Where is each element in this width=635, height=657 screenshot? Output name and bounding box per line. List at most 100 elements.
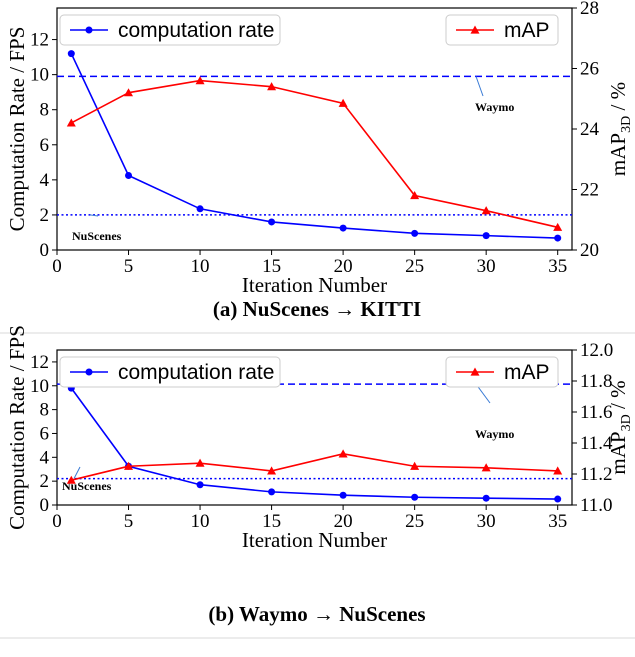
annotation-pointer-nuscenes bbox=[73, 466, 81, 479]
data-point-map bbox=[481, 463, 491, 472]
data-point-computation-rate bbox=[411, 229, 419, 237]
annotation-pointer-nuscenes bbox=[89, 214, 99, 217]
data-point-computation-rate bbox=[268, 218, 276, 226]
series-line-map bbox=[71, 453, 558, 481]
y-tick-label: 4 bbox=[40, 170, 50, 191]
data-point-map bbox=[481, 206, 491, 215]
y-tick-label: 10 bbox=[30, 376, 49, 397]
y2-tick-label: 11.2 bbox=[580, 464, 613, 485]
y2-tick-label: 11.8 bbox=[580, 371, 613, 392]
chart-panel-a: 0 5 10 15 20 25 30 350246810122022242628Iterati… bbox=[0, 0, 635, 334]
data-point-computation-rate bbox=[482, 232, 490, 240]
x-tick-label: 5 bbox=[124, 256, 134, 277]
x-tick-label: 10 bbox=[191, 256, 210, 277]
y2-tick-label: 22 bbox=[580, 180, 599, 201]
x-tick-label: 35 bbox=[548, 511, 567, 532]
y2-axis-label: mAP3D / % bbox=[606, 82, 634, 176]
x-axis-label: Iteration Number bbox=[242, 273, 387, 297]
data-point-map bbox=[195, 76, 205, 85]
data-point-computation-rate bbox=[482, 494, 490, 502]
figure-caption: (a) NuScenes → KITTI bbox=[213, 297, 421, 321]
annotation-waymo: Waymo bbox=[475, 100, 514, 114]
y-tick-label: 6 bbox=[40, 135, 50, 156]
x-tick-label: 35 bbox=[548, 256, 567, 277]
x-tick-label: 5 bbox=[124, 511, 134, 532]
data-point-map bbox=[124, 88, 134, 97]
data-point-map bbox=[338, 449, 348, 458]
y-tick-label: 8 bbox=[40, 400, 50, 421]
x-tick-label: 30 bbox=[477, 511, 496, 532]
x-tick-label: 0 bbox=[52, 511, 62, 532]
legend-box bbox=[445, 356, 559, 388]
series-line-computation-rate bbox=[70, 387, 558, 500]
data-point-map bbox=[553, 466, 563, 475]
y-tick-label: 6 bbox=[40, 423, 50, 444]
figure-caption: (b) Waymo → NuScenes bbox=[208, 602, 425, 626]
data-point-map bbox=[410, 191, 420, 200]
data-point-computation-rate bbox=[196, 205, 204, 213]
data-point-map bbox=[338, 98, 348, 107]
legend-box bbox=[59, 356, 281, 388]
legend-label: mAP bbox=[504, 19, 550, 42]
data-point-computation-rate bbox=[554, 495, 562, 503]
data-point-map bbox=[124, 461, 134, 470]
x-tick-label: 30 bbox=[477, 256, 496, 277]
legend-marker bbox=[470, 25, 480, 34]
y2-tick-label: 26 bbox=[580, 59, 599, 80]
legend-computation-rate: computation rate bbox=[59, 356, 281, 388]
annotation-pointer-waymo bbox=[475, 76, 484, 97]
x-tick-label: 10 bbox=[191, 511, 210, 532]
data-point-computation-rate bbox=[196, 481, 204, 489]
y2-tick-label: 20 bbox=[580, 240, 599, 261]
legend-label: computation rate bbox=[118, 361, 274, 384]
data-point-computation-rate bbox=[554, 234, 562, 242]
plot-frame bbox=[56, 349, 573, 506]
y-tick-label: 0 bbox=[40, 240, 50, 261]
y-tick-label: 12 bbox=[30, 352, 49, 373]
y2-tick-label: 28 bbox=[580, 0, 599, 19]
y2-tick-label: 24 bbox=[580, 119, 600, 140]
data-point-map bbox=[66, 475, 76, 484]
legend-computation-rate: computation rate bbox=[59, 14, 281, 46]
y-tick-label: 2 bbox=[40, 471, 50, 492]
x-tick-label: 20 bbox=[334, 256, 353, 277]
legend-box bbox=[445, 14, 559, 46]
x-tick-label: 20 bbox=[334, 511, 353, 532]
y-axis-label: Computation Rate / FPS bbox=[5, 325, 29, 530]
legend-marker bbox=[470, 367, 480, 376]
legend-label: mAP bbox=[504, 361, 550, 384]
y-tick-label: 12 bbox=[30, 30, 49, 51]
y-axis-label: Computation Rate / FPS bbox=[5, 27, 29, 232]
series-line-computation-rate bbox=[70, 53, 558, 239]
data-point-computation-rate bbox=[411, 493, 419, 501]
data-point-map bbox=[553, 222, 563, 231]
annotation-nuscenes: NuScenes bbox=[72, 229, 122, 243]
x-tick-label: 25 bbox=[405, 256, 424, 277]
data-point-computation-rate bbox=[268, 488, 276, 496]
legend-label: computation rate bbox=[118, 19, 274, 42]
x-tick-label: 15 bbox=[262, 511, 281, 532]
data-point-map bbox=[267, 82, 277, 91]
series-line-map bbox=[70, 79, 558, 229]
legend-marker bbox=[85, 368, 93, 376]
y2-tick-label: 11.4 bbox=[580, 433, 613, 454]
data-point-map bbox=[267, 466, 277, 475]
x-tick-label: 25 bbox=[405, 511, 424, 532]
y-tick-label: 0 bbox=[40, 495, 50, 516]
data-point-computation-rate bbox=[339, 491, 347, 499]
y-tick-label: 8 bbox=[40, 100, 50, 121]
data-point-computation-rate bbox=[125, 171, 133, 179]
data-point-map bbox=[410, 461, 420, 470]
chart-panel-b: 0 5 10 15 20 25 30 3502468101211.011.211.411.61… bbox=[0, 325, 635, 639]
y2-axis-label: mAP3D / % bbox=[606, 380, 634, 474]
x-tick-label: 15 bbox=[262, 256, 281, 277]
data-point-computation-rate bbox=[339, 224, 347, 232]
y2-tick-label: 11.6 bbox=[580, 402, 613, 423]
x-axis-label: Iteration Number bbox=[242, 528, 387, 552]
data-point-map bbox=[66, 118, 76, 127]
data-point-map bbox=[195, 458, 205, 467]
legend-map: mAP bbox=[445, 356, 559, 388]
legend-box bbox=[59, 14, 281, 46]
y-tick-label: 2 bbox=[40, 205, 50, 226]
